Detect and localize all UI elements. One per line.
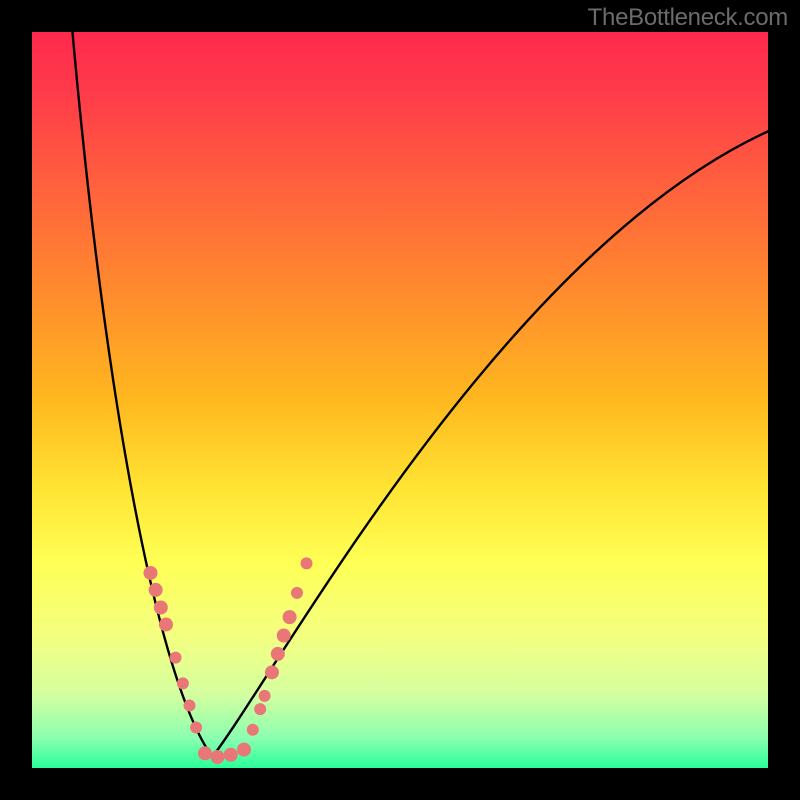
bottleneck-chart <box>0 0 800 800</box>
data-marker <box>259 690 271 702</box>
data-marker <box>143 566 157 580</box>
data-marker <box>291 587 303 599</box>
data-marker <box>159 617 173 631</box>
data-marker <box>237 743 251 757</box>
data-marker <box>277 629 291 643</box>
data-marker <box>271 647 285 661</box>
data-marker <box>301 557 313 569</box>
chart-frame: TheBottleneck.com <box>0 0 800 800</box>
data-marker <box>254 703 266 715</box>
data-marker <box>198 746 212 760</box>
plot-area <box>32 32 768 768</box>
data-marker <box>247 724 259 736</box>
data-marker <box>283 610 297 624</box>
data-marker <box>184 699 196 711</box>
data-marker <box>154 601 168 615</box>
data-marker <box>149 583 163 597</box>
data-marker <box>177 677 189 689</box>
data-marker <box>265 665 279 679</box>
data-marker <box>210 750 224 764</box>
data-marker <box>224 748 238 762</box>
watermark-text: TheBottleneck.com <box>588 4 788 32</box>
data-marker <box>170 652 182 664</box>
data-marker <box>190 722 202 734</box>
